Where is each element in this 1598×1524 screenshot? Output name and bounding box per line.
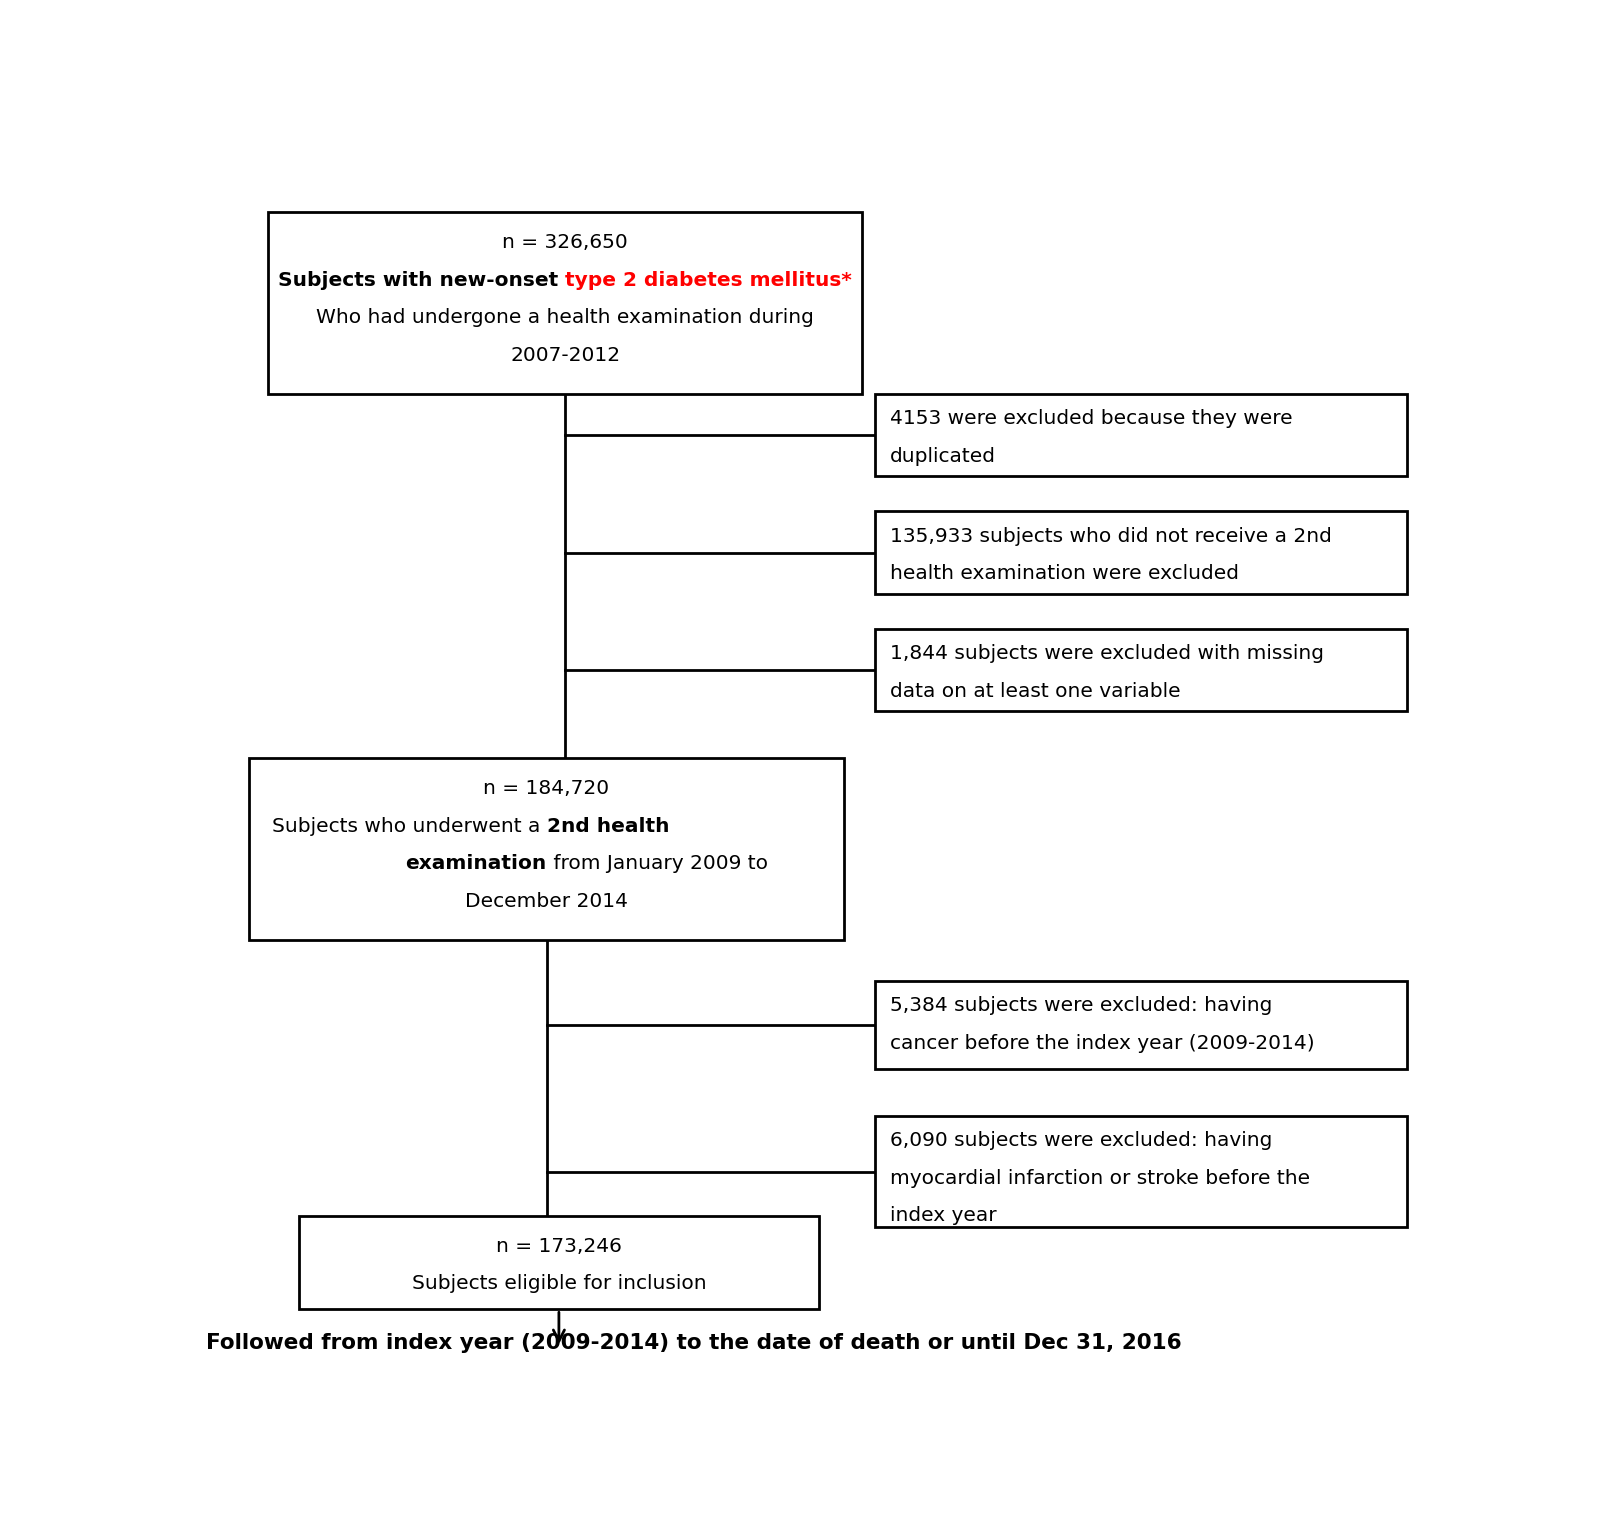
FancyBboxPatch shape	[874, 1116, 1408, 1227]
Text: n = 326,650: n = 326,650	[502, 233, 628, 253]
Text: 5,384 subjects were excluded: having: 5,384 subjects were excluded: having	[890, 997, 1272, 1015]
Text: 2nd health: 2nd health	[547, 817, 670, 835]
Text: Who had undergone a health examination during: Who had undergone a health examination d…	[316, 308, 813, 328]
Text: n = 184,720: n = 184,720	[484, 779, 609, 799]
Text: Subjects with new-onset: Subjects with new-onset	[278, 271, 566, 290]
Text: 6,090 subjects were excluded: having: 6,090 subjects were excluded: having	[890, 1131, 1272, 1151]
FancyBboxPatch shape	[874, 512, 1408, 593]
FancyBboxPatch shape	[874, 981, 1408, 1068]
FancyBboxPatch shape	[874, 395, 1408, 475]
Text: index year: index year	[890, 1205, 996, 1225]
Text: myocardial infarction or stroke before the: myocardial infarction or stroke before t…	[890, 1169, 1310, 1187]
Text: cancer before the index year (2009-2014): cancer before the index year (2009-2014)	[890, 1033, 1314, 1053]
Text: data on at least one variable: data on at least one variable	[890, 681, 1181, 701]
Text: 4153 were excluded because they were: 4153 were excluded because they were	[890, 410, 1293, 428]
Text: from January 2009 to: from January 2009 to	[547, 853, 767, 873]
Text: n = 173,246: n = 173,246	[495, 1236, 622, 1256]
FancyBboxPatch shape	[299, 1216, 820, 1309]
Text: Subjects eligible for inclusion: Subjects eligible for inclusion	[412, 1274, 706, 1294]
Text: type 2 diabetes mellitus*: type 2 diabetes mellitus*	[566, 271, 852, 290]
Text: Subjects who underwent a: Subjects who underwent a	[272, 817, 547, 835]
Text: December 2014: December 2014	[465, 892, 628, 911]
Text: 2007-2012: 2007-2012	[510, 346, 620, 364]
FancyBboxPatch shape	[268, 212, 863, 395]
Text: duplicated: duplicated	[890, 447, 996, 466]
FancyBboxPatch shape	[249, 757, 844, 940]
FancyBboxPatch shape	[874, 629, 1408, 710]
Text: 1,844 subjects were excluded with missing: 1,844 subjects were excluded with missin…	[890, 645, 1323, 663]
Text: examination: examination	[406, 853, 547, 873]
Text: 135,933 subjects who did not receive a 2nd: 135,933 subjects who did not receive a 2…	[890, 527, 1331, 546]
Text: Followed from index year (2009-2014) to the date of death or until Dec 31, 2016: Followed from index year (2009-2014) to …	[206, 1334, 1181, 1353]
Text: health examination were excluded: health examination were excluded	[890, 564, 1238, 584]
